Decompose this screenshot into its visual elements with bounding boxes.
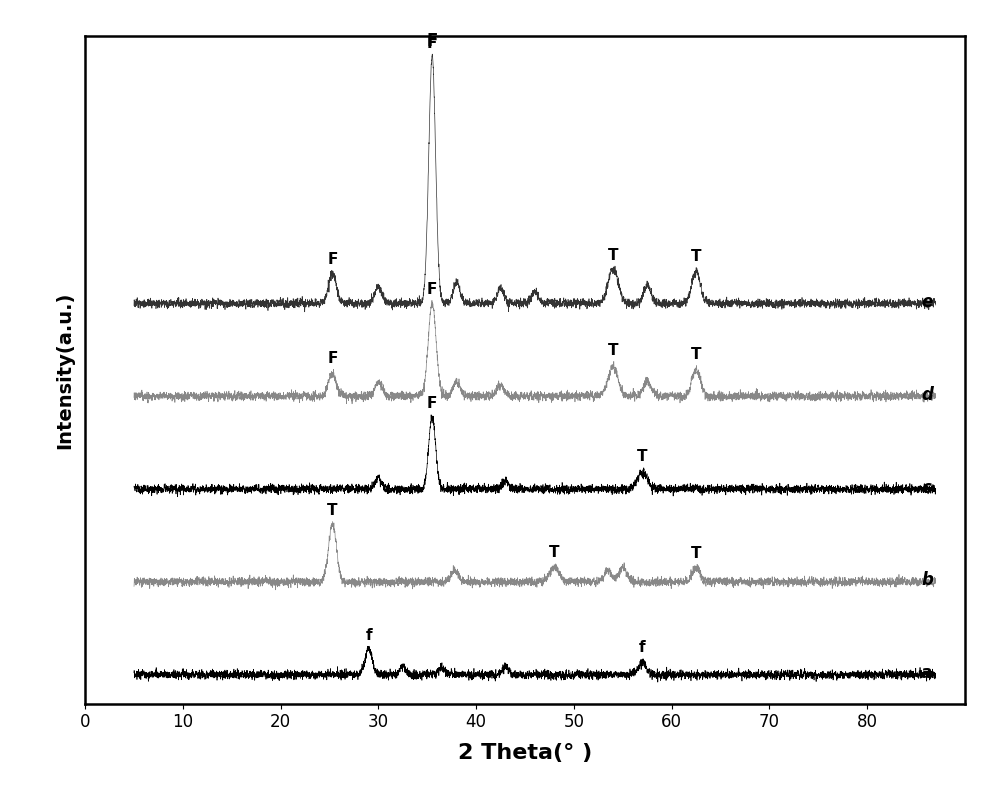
X-axis label: 2 Theta(° ): 2 Theta(° ) <box>458 743 592 762</box>
Text: f: f <box>639 641 646 655</box>
Text: d: d <box>921 386 933 403</box>
Text: T: T <box>549 545 560 561</box>
Text: T: T <box>608 343 618 358</box>
Text: F: F <box>427 36 437 51</box>
Text: F: F <box>327 351 338 366</box>
Text: T: T <box>691 347 701 362</box>
Text: e: e <box>921 293 932 311</box>
Text: F: F <box>426 32 438 50</box>
Text: T: T <box>691 249 701 264</box>
Text: a: a <box>921 664 932 682</box>
Text: c: c <box>921 479 931 497</box>
Text: b: b <box>921 571 933 590</box>
Y-axis label: Intensity(a.u.): Intensity(a.u.) <box>55 292 74 449</box>
Text: T: T <box>691 546 701 561</box>
Text: T: T <box>608 248 618 262</box>
Text: f: f <box>365 628 372 642</box>
Text: F: F <box>327 252 338 266</box>
Text: F: F <box>427 282 437 297</box>
Text: T: T <box>327 503 338 518</box>
Text: T: T <box>637 450 648 464</box>
Text: F: F <box>427 396 437 411</box>
